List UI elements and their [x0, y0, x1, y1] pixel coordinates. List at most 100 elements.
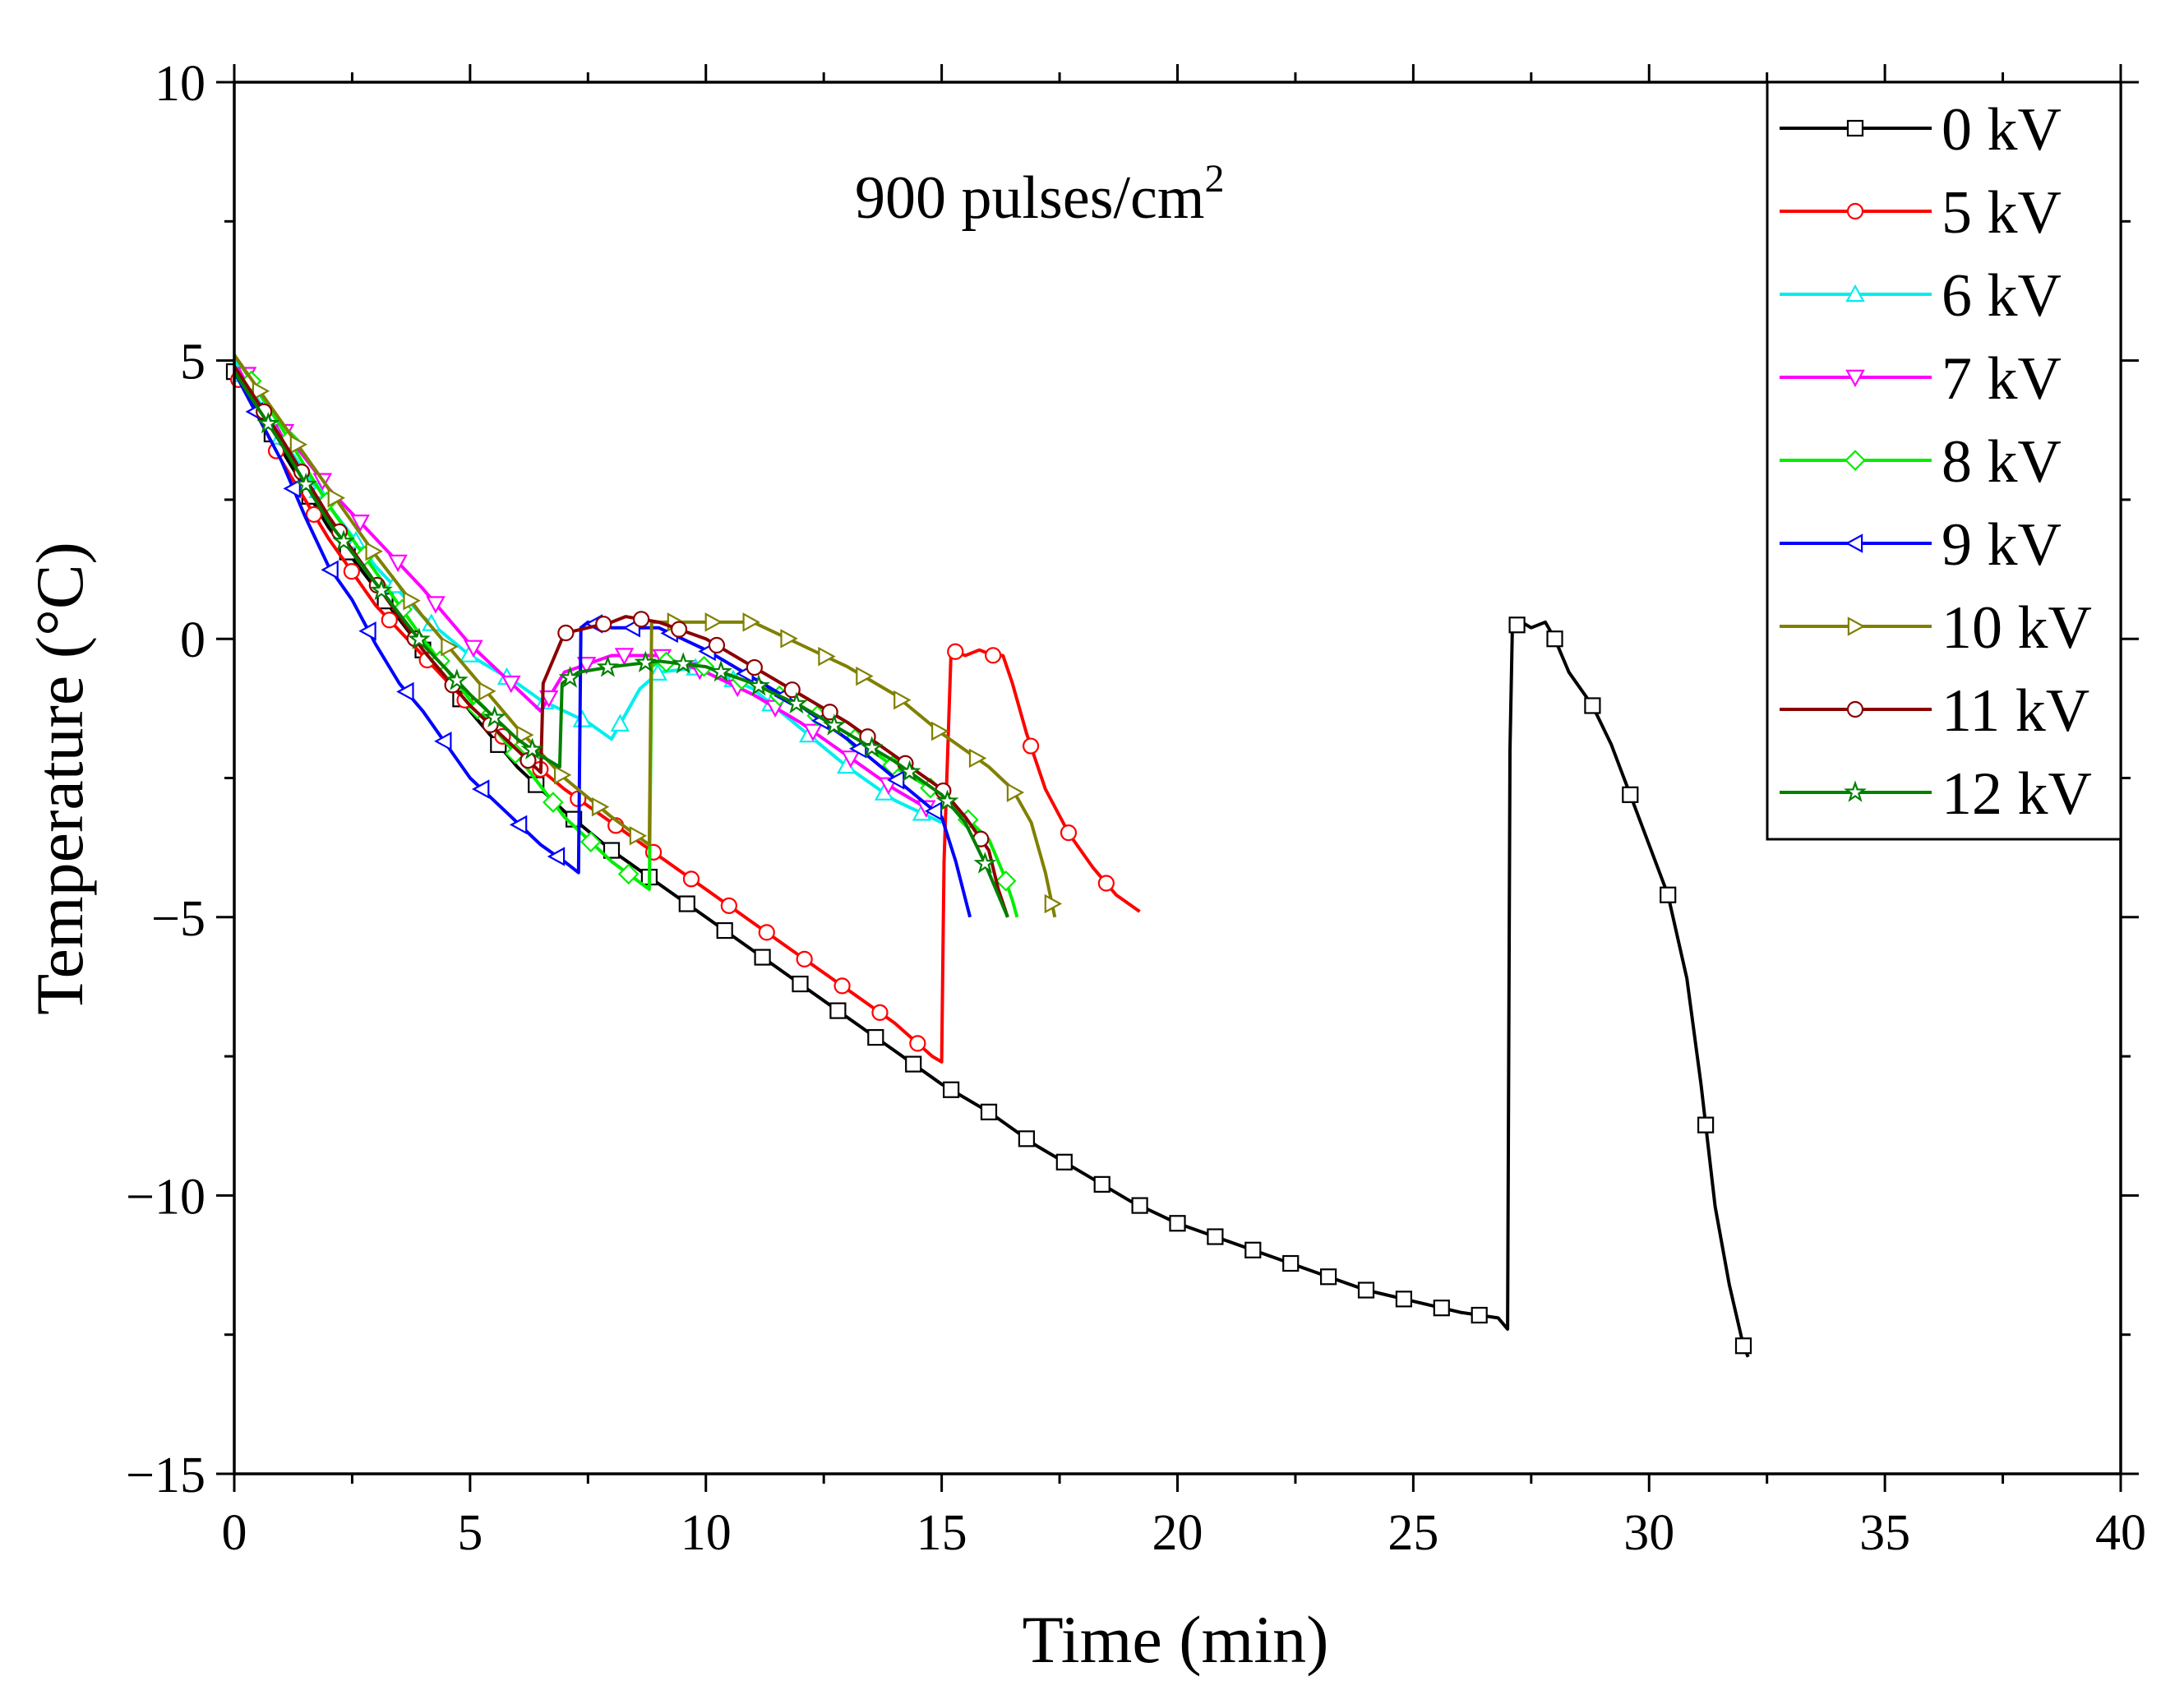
x-tick-label: 35 [1859, 1505, 1910, 1561]
data-point-0-kv [1131, 1197, 1148, 1214]
data-point-5-kv [1022, 737, 1040, 755]
data-point-0-kv [1471, 1306, 1488, 1324]
data-point-8-kv [543, 792, 564, 813]
data-point-12-kv [332, 529, 355, 552]
data-point-9-kv [321, 560, 339, 579]
data-point-12-kv [596, 655, 620, 677]
data-point-9-kv [358, 621, 376, 641]
data-point-11-kv [746, 658, 763, 676]
legend-marker [1845, 450, 1866, 471]
data-point-0-kv [1584, 697, 1601, 714]
axes-layer: 0 5 10 15 20 25 30 35 40 −15 −10 −5 0 5 10 [126, 56, 2146, 1561]
x-tick-label: 20 [1152, 1505, 1203, 1561]
annotation-superscript: 2 [1204, 157, 1224, 201]
data-point-12-kv [408, 627, 431, 649]
legend-marker [1844, 780, 1867, 802]
data-point-0-kv [1282, 1254, 1300, 1272]
data-point-12-kv [785, 691, 808, 714]
y-tick-label: −5 [151, 891, 205, 947]
data-point-10-kv [629, 826, 648, 846]
data-point-12-kv [709, 659, 732, 682]
legend-item-0-kv: 0 kV [1780, 96, 2062, 164]
data-point-5-kv [947, 643, 964, 660]
legend-label: 12 kV [1942, 760, 2092, 828]
x-tick-label: 30 [1623, 1505, 1674, 1561]
data-point-0-kv [905, 1055, 922, 1073]
data-point-8-kv [505, 742, 526, 764]
data-point-0-kv [754, 949, 771, 966]
data-point-10-kv [441, 636, 459, 657]
data-point-8-kv [995, 870, 1017, 892]
legend-item-11-kv: 11 kV [1780, 677, 2089, 745]
data-point-0-kv [1169, 1215, 1186, 1232]
legend-label: 5 kV [1942, 179, 2062, 247]
data-point-10-kv [516, 725, 534, 745]
data-point-10-kv [704, 612, 723, 632]
data-point-10-kv [252, 381, 270, 401]
data-point-10-kv [365, 541, 383, 561]
annotation-main: 900 pulses/cm [855, 164, 1204, 232]
legend-item-7-kv: 7 kV [1780, 345, 2062, 413]
data-point-0-kv [1546, 630, 1563, 648]
data-point-0-kv [716, 921, 733, 940]
data-point-12-kv [445, 668, 469, 690]
data-point-10-kv [553, 765, 572, 785]
data-point-0-kv [678, 895, 695, 912]
data-point-11-kv [557, 624, 575, 642]
data-point-5-kv [343, 563, 360, 580]
data-point-0-kv [1395, 1291, 1413, 1308]
data-point-5-kv [796, 950, 813, 967]
data-point-0-kv [867, 1028, 884, 1046]
data-point-5-kv [833, 977, 851, 995]
data-point-0-kv [528, 776, 545, 793]
data-point-12-kv [558, 666, 582, 688]
data-point-12-kv [256, 411, 280, 434]
legend-item-8-kv: 8 kV [1780, 428, 2062, 496]
legend-item-6-kv: 6 kV [1780, 262, 2062, 330]
data-point-0-kv [829, 1002, 847, 1019]
x-tick-label: 10 [681, 1505, 732, 1561]
data-point-0-kv [1357, 1281, 1375, 1299]
legend-item-10-kv: 10 kV [1780, 594, 2092, 662]
data-point-7-kv [576, 657, 597, 675]
data-point-12-kv [370, 578, 393, 601]
series-12-kv [233, 371, 1009, 918]
legend-marker [1846, 202, 1864, 220]
data-point-7-kv [538, 690, 559, 709]
data-point-0-kv [1319, 1268, 1337, 1286]
data-point-11-kv [633, 611, 650, 628]
data-point-0-kv [1207, 1228, 1224, 1245]
data-point-10-kv [289, 434, 308, 455]
data-point-9-kv [396, 681, 414, 702]
legend-marker [1847, 616, 1866, 636]
data-point-9-kv [434, 732, 452, 751]
data-point-5-kv [871, 1004, 889, 1021]
legend-marker [1845, 533, 1863, 553]
legend-label: 6 kV [1942, 262, 2062, 330]
data-point-0-kv [942, 1081, 960, 1098]
data-point-5-kv [682, 870, 700, 888]
legend-label: 9 kV [1942, 511, 2062, 579]
data-point-12-kv [483, 705, 506, 727]
data-point-7-kv [426, 596, 446, 614]
data-point-10-kv [1044, 893, 1063, 914]
y-tick-label: 10 [155, 56, 205, 112]
x-tick-label: 25 [1388, 1505, 1438, 1561]
data-point-7-kv [350, 514, 370, 533]
legend-marker [1845, 284, 1865, 302]
data-point-0-kv [1697, 1116, 1715, 1134]
data-point-5-kv [909, 1035, 926, 1052]
legend-item-5-kv: 5 kV [1780, 179, 2062, 247]
data-point-5-kv [1097, 875, 1115, 892]
data-point-10-kv [856, 666, 874, 686]
data-point-10-kv [968, 748, 987, 769]
data-point-12-kv [747, 674, 770, 696]
data-point-10-kv [930, 721, 949, 741]
y-tick-label: 0 [180, 612, 205, 668]
data-point-10-kv [780, 629, 798, 649]
series-line-6-kv [233, 359, 943, 824]
data-point-12-kv [822, 713, 846, 736]
x-tick-label: 5 [457, 1505, 483, 1561]
data-point-9-kv [283, 478, 301, 499]
y-tick-label: −10 [126, 1169, 205, 1225]
